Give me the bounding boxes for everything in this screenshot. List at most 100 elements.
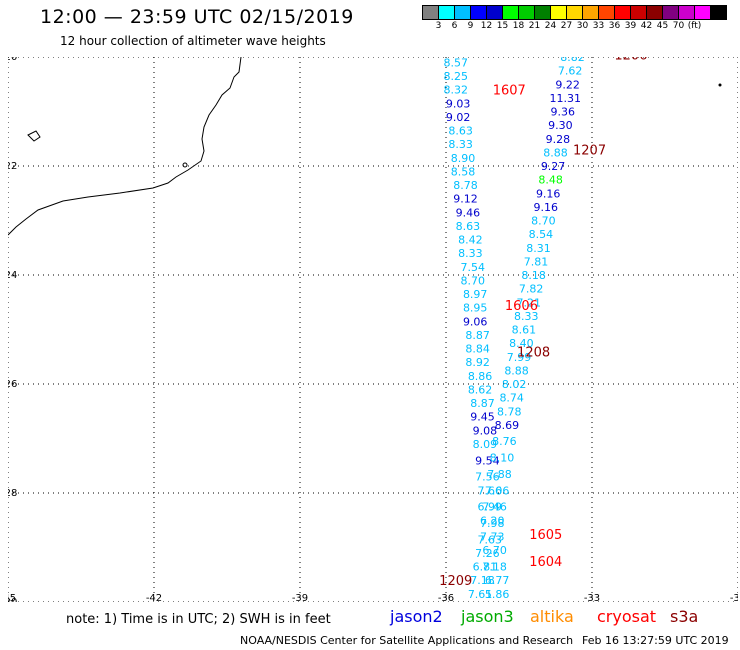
island	[718, 83, 722, 87]
wave-height-value: 8.33	[458, 247, 483, 260]
legend-swatch	[614, 5, 631, 20]
wave-height-value: 8.54	[529, 228, 554, 241]
legend-swatch	[422, 5, 439, 20]
wave-height-value: 8.40	[509, 337, 534, 350]
wave-height-value: 8.32	[443, 84, 468, 97]
legend-label: 30	[576, 21, 589, 31]
wave-height-value: 8.76	[492, 435, 517, 448]
wave-height-value: 8.92	[465, 356, 490, 369]
pass-time-label: 1605	[529, 528, 562, 543]
wave-height-value: 9.27	[541, 160, 566, 173]
legend-swatch	[502, 5, 519, 20]
mission-s3a: s3a	[670, 607, 699, 626]
legend-label: 39	[624, 21, 637, 31]
wave-height-value: 6.20	[480, 514, 505, 527]
wave-height-value: 8.82	[560, 57, 585, 64]
wave-height-value: 6.55	[487, 601, 512, 602]
legend-swatch	[534, 5, 551, 20]
legend-swatch	[710, 5, 727, 20]
coastline	[8, 57, 242, 236]
x-tick-label: -33	[584, 593, 600, 602]
wave-height-value: 8.95	[463, 302, 488, 315]
legend-label: 45	[656, 21, 669, 31]
map-plot: -45 -42 -39 -36 -33 -30 -20 -22 -24 -26 -28 -30 8.57…	[8, 57, 738, 602]
wave-height-value: 9.06	[463, 315, 488, 328]
mission-jason3: jason3	[461, 607, 514, 626]
pass-time-label: 1209	[439, 574, 472, 589]
legend-swatch	[630, 5, 647, 20]
x-tick-label: -36	[438, 593, 454, 602]
legend-swatch	[598, 5, 615, 20]
wave-height-value: 7.66	[478, 484, 503, 497]
legend-label: 33	[592, 21, 605, 31]
wave-height-value: 8.69	[495, 419, 520, 432]
y-tick-label: -26	[8, 379, 17, 390]
legend-swatch	[438, 5, 455, 20]
wave-height-value: 8.70	[461, 274, 486, 287]
legend-label: 24	[544, 21, 557, 31]
wave-height-value: 6.81	[473, 561, 498, 574]
wave-height-value: 8.33	[448, 138, 473, 151]
legend-swatch	[566, 5, 583, 20]
wave-height-value: 8.88	[504, 364, 529, 377]
wave-height-value: 9.16	[534, 201, 559, 214]
wave-height-value: 9.45	[470, 411, 495, 424]
x-tick-label: -39	[292, 593, 308, 602]
wave-height-value: 7.24	[465, 601, 490, 602]
legend-swatch	[550, 5, 567, 20]
wave-height-value: 7.18	[470, 574, 495, 587]
wave-height-value: 9.12	[453, 193, 478, 206]
legend-label: 70	[672, 21, 685, 31]
wave-height-value: 9.22	[555, 78, 580, 91]
wave-height-value: 8.78	[453, 179, 478, 192]
wave-height-value: 8.87	[465, 329, 490, 342]
wave-height-value: 7.99	[507, 351, 532, 364]
legend-swatch	[454, 5, 471, 20]
chart-title: 12:00 — 23:59 UTC 02/15/2019	[40, 6, 354, 28]
wave-height-value: 7.06	[485, 484, 510, 497]
wave-height-value: 7.54	[461, 261, 486, 274]
credit-text: NOAA/NESDIS Center for Satellite Applica…	[240, 634, 574, 647]
legend-label: 15	[496, 21, 509, 31]
wave-height-value: 8.63	[448, 125, 473, 138]
wave-height-value: 8.90	[451, 152, 476, 165]
wave-height-value: 7.21	[516, 296, 541, 309]
legend-label: 27	[560, 21, 573, 31]
wave-height-value: 5.86	[485, 588, 510, 601]
pass-time-label: 1206	[614, 57, 647, 63]
wave-height-value: 8.33	[514, 310, 539, 323]
legend-label: 12	[480, 21, 493, 31]
generation-timestamp: Feb 16 13:27:59 UTC 2019	[582, 634, 729, 647]
wave-height-value: 8.86	[468, 370, 493, 383]
wave-height-value: 8.97	[463, 288, 488, 301]
island	[182, 162, 188, 168]
pass-time-label: 1208	[517, 345, 550, 360]
wave-height-value: 8.18	[521, 269, 546, 282]
legend-swatch	[646, 5, 663, 20]
wave-height-value: 9.16	[536, 187, 561, 200]
legend-label: 3	[435, 21, 442, 31]
mission-cryosat: cryosat	[597, 607, 657, 626]
wave-height-value: 8.70	[531, 215, 556, 228]
wave-height-value: 8.09	[473, 438, 498, 451]
wave-height-value: 7.63	[478, 533, 503, 546]
wave-height-value: 7.81	[524, 255, 549, 268]
mission-altika: altika	[530, 607, 574, 626]
wave-height-value: 8.63	[456, 220, 481, 233]
wave-height-value: 6.99	[478, 501, 503, 514]
legend-label: 9	[467, 21, 474, 31]
legend-swatch	[518, 5, 535, 20]
wave-height-value: 9.54	[475, 454, 500, 467]
legend-label: 42	[640, 21, 653, 31]
legend-swatch	[582, 5, 599, 20]
pass-time-label: 1606	[505, 299, 538, 314]
wave-height-value: 8.74	[499, 392, 524, 405]
pass-time-label: 1604	[529, 555, 562, 570]
pass-time-label: 1607	[493, 84, 526, 99]
legend-label: 36	[608, 21, 621, 31]
x-tick-label: -45	[8, 593, 16, 602]
wave-height-value: 7.88	[487, 468, 512, 481]
wave-height-value: 8.84	[465, 343, 490, 356]
wave-height-value: 9.02	[446, 111, 471, 124]
wave-height-value: 8.78	[497, 405, 522, 418]
